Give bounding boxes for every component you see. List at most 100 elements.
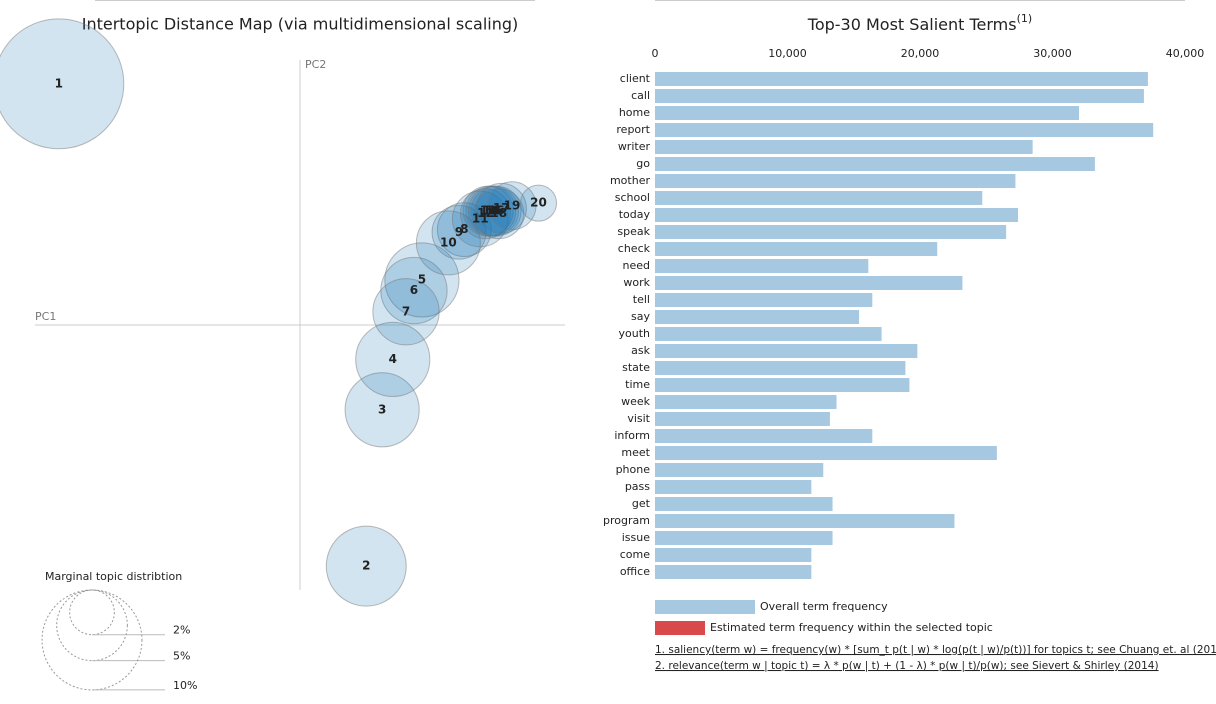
topic-label: 10	[440, 235, 457, 249]
topic-label: 17	[493, 201, 510, 215]
topic-bubble	[344, 372, 420, 448]
topic-label: 7	[402, 304, 410, 318]
topic-bubble	[384, 242, 460, 318]
bar	[655, 548, 812, 562]
term-label: office	[620, 565, 650, 578]
size-legend-circle	[69, 589, 115, 636]
topic-label: 6	[410, 283, 418, 297]
term-label: come	[620, 548, 650, 561]
topic-bubble	[475, 182, 527, 234]
term-label: school	[615, 191, 650, 204]
size-legend-title: Marginal topic distribtion	[45, 570, 182, 583]
bar	[655, 276, 963, 290]
size-legend-label: 2%	[173, 624, 190, 637]
term-label: ask	[631, 344, 650, 357]
bar	[655, 429, 873, 443]
term-label: today	[619, 208, 651, 221]
bar	[655, 310, 860, 324]
bar	[655, 191, 983, 205]
bar	[655, 89, 1144, 103]
bar	[655, 361, 906, 375]
topic-label: 5	[418, 272, 426, 286]
bar	[655, 123, 1154, 137]
topic-label: 9	[455, 225, 463, 239]
term-label: speak	[617, 225, 650, 238]
bar	[655, 259, 869, 273]
title-note: (1)	[1017, 12, 1033, 25]
topic-label: 16	[488, 204, 505, 218]
term-label: inform	[614, 429, 650, 442]
term-label: week	[621, 395, 651, 408]
bar	[655, 293, 873, 307]
term-label: client	[620, 72, 651, 85]
legend-label: Overall term frequency	[760, 600, 888, 613]
x-tick-label: 30,000	[1033, 47, 1072, 60]
topic-label: 12	[477, 206, 494, 220]
term-label: program	[603, 514, 650, 527]
topic-label: 18	[490, 206, 507, 220]
topic-label: 14	[482, 204, 499, 218]
topic-bubble	[519, 184, 558, 222]
bar	[655, 174, 1016, 188]
legend-swatch	[655, 621, 705, 635]
topic-label: 4	[389, 352, 397, 366]
term-label: need	[623, 259, 651, 272]
bar	[655, 106, 1079, 120]
topic-label: 15	[485, 204, 502, 218]
footnote: 2. relevance(term w | topic t) = λ * p(w…	[655, 660, 1159, 672]
term-label: writer	[618, 140, 651, 153]
size-legend-circle	[41, 589, 143, 691]
term-label: meet	[621, 446, 650, 459]
bar	[655, 378, 910, 392]
topic-label: 1	[55, 76, 63, 90]
footnote: 1. saliency(term w) = frequency(w) * [su…	[655, 644, 1216, 656]
map-title: Intertopic Distance Map (via multidimens…	[82, 15, 519, 34]
bar	[655, 327, 882, 341]
bar	[655, 446, 997, 460]
bar	[655, 344, 918, 358]
bar	[655, 395, 837, 409]
bar	[655, 480, 812, 494]
size-legend-circle	[56, 589, 128, 662]
size-legend-label: 5%	[173, 650, 190, 663]
x-tick-label: 40,000	[1166, 47, 1205, 60]
topic-label: 20	[530, 196, 547, 210]
bar	[655, 242, 938, 256]
topic-bubble	[470, 185, 522, 237]
term-label: state	[622, 361, 650, 374]
x-tick-label: 20,000	[901, 47, 940, 60]
bar	[655, 514, 955, 528]
term-label: get	[632, 497, 651, 510]
bar	[655, 565, 812, 579]
topic-label: 2	[362, 559, 370, 573]
topic-bubble	[372, 278, 440, 346]
term-label: phone	[616, 463, 651, 476]
term-label: pass	[625, 480, 650, 493]
topic-bubble	[487, 181, 537, 231]
x-tick-label: 10,000	[768, 47, 807, 60]
term-label: home	[619, 106, 650, 119]
topic-bubble	[0, 18, 125, 150]
term-label: mother	[610, 174, 650, 187]
term-label: youth	[619, 327, 651, 340]
term-label: work	[623, 276, 650, 289]
topic-label: 3	[378, 402, 386, 416]
term-label: call	[631, 89, 650, 102]
term-label: time	[625, 378, 650, 391]
bar	[655, 497, 833, 511]
topic-bubble	[355, 321, 431, 398]
term-label: check	[618, 242, 651, 255]
legend-label: Estimated term frequency within the sele…	[710, 621, 993, 634]
bar	[655, 72, 1148, 86]
term-label: issue	[622, 531, 650, 544]
term-label: go	[636, 157, 650, 170]
x-axis-label: PC1	[35, 310, 56, 323]
title-text: Top-30 Most Salient Terms	[807, 15, 1017, 34]
bar	[655, 463, 824, 477]
term-label: report	[616, 123, 650, 136]
topic-label: 13	[480, 204, 497, 218]
size-legend-label: 10%	[173, 679, 197, 692]
bar	[655, 208, 1019, 222]
bar	[655, 412, 830, 426]
